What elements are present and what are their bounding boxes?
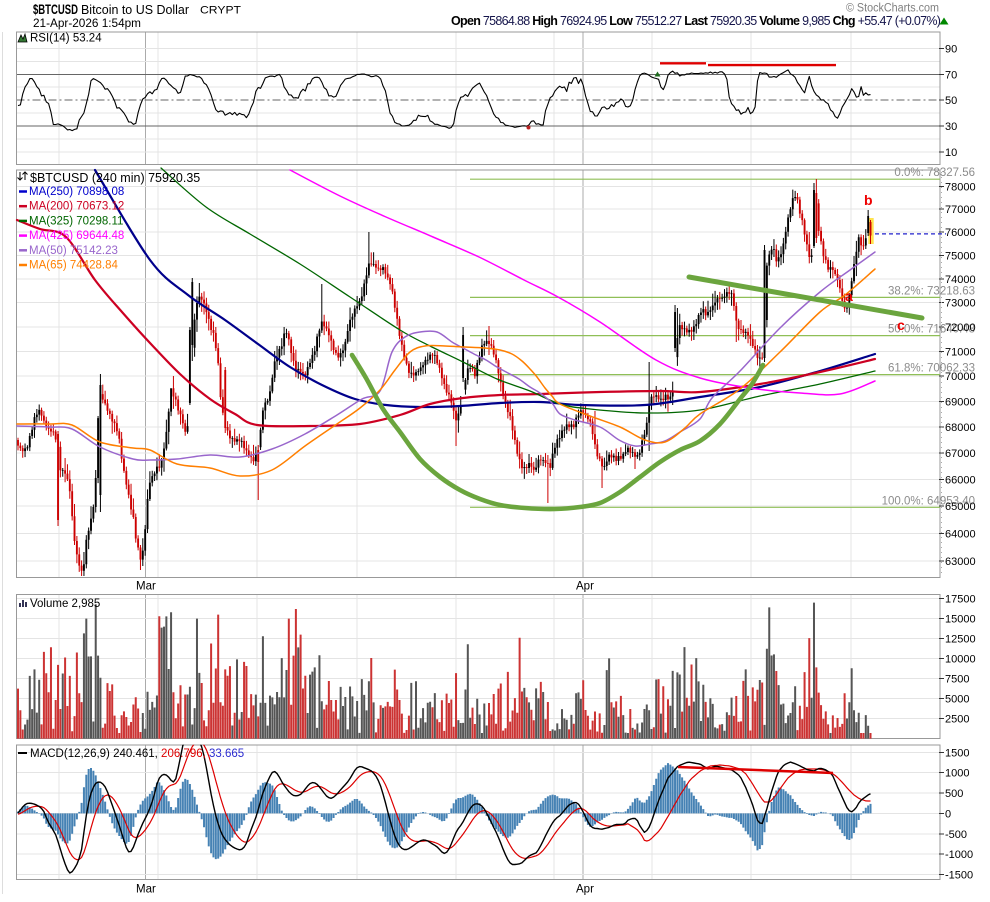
svg-text:MA(325) 70298.11: MA(325) 70298.11 xyxy=(29,215,123,227)
svg-text:MA(200) 70673.12: MA(200) 70673.12 xyxy=(29,201,124,213)
svg-text:73000: 73000 xyxy=(945,298,976,310)
svg-text:68000: 68000 xyxy=(945,422,976,434)
svg-text:MA(50) 75142.23: MA(50) 75142.23 xyxy=(29,245,118,257)
svg-text:7500: 7500 xyxy=(945,674,969,686)
svg-text:38.2%: 73218.63: 38.2%: 73218.63 xyxy=(888,285,975,297)
svg-text:b: b xyxy=(864,192,873,208)
svg-text:RSI(14) 53.24: RSI(14) 53.24 xyxy=(30,33,102,45)
svg-text:74000: 74000 xyxy=(945,274,976,286)
svg-text:Open 75864.88 High 76924.95: Open 75864.88 High 76924.95 Low 75512.27… xyxy=(451,14,941,28)
svg-text:67000: 67000 xyxy=(945,448,976,460)
svg-text:77000: 77000 xyxy=(945,204,976,216)
svg-text:71000: 71000 xyxy=(945,346,976,358)
svg-text:1500: 1500 xyxy=(945,747,969,759)
svg-text:$BTCUSD: $BTCUSD xyxy=(33,2,78,17)
svg-text:5000: 5000 xyxy=(945,694,969,706)
svg-text:10: 10 xyxy=(945,147,957,159)
svg-text:75000: 75000 xyxy=(945,250,976,262)
svg-text:61.8%: 70062.33: 61.8%: 70062.33 xyxy=(888,363,975,375)
svg-text:30: 30 xyxy=(945,121,957,133)
svg-text:-1000: -1000 xyxy=(945,849,973,861)
svg-text:0: 0 xyxy=(945,808,951,820)
svg-text:78000: 78000 xyxy=(945,182,976,194)
svg-text:70: 70 xyxy=(945,69,957,81)
svg-text:Mar: Mar xyxy=(136,581,156,593)
svg-text:$BTCUSD (240 min) 75920.35: $BTCUSD (240 min) 75920.35 xyxy=(30,171,200,185)
svg-text:a: a xyxy=(845,288,853,304)
svg-text:1000: 1000 xyxy=(945,768,969,780)
svg-text:MACD(12,26,9) 240.461, 206.796: MACD(12,26,9) 240.461, 206.796, 33.665 xyxy=(30,748,244,760)
svg-text:500: 500 xyxy=(945,788,963,800)
svg-text:69000: 69000 xyxy=(945,396,976,408)
svg-text:10000: 10000 xyxy=(945,654,976,666)
svg-text:21-Apr-2026 1:54pm: 21-Apr-2026 1:54pm xyxy=(33,16,141,30)
svg-text:12500: 12500 xyxy=(945,634,976,646)
svg-text:70000: 70000 xyxy=(945,371,976,383)
svg-text:17500: 17500 xyxy=(945,594,976,606)
svg-text:© StockCharts.com: © StockCharts.com xyxy=(846,3,939,15)
svg-text:72000: 72000 xyxy=(945,322,976,334)
svg-text:64000: 64000 xyxy=(945,528,976,540)
svg-text:100.0%: 64953.40: 100.0%: 64953.40 xyxy=(882,495,975,507)
svg-text:90: 90 xyxy=(945,44,957,56)
svg-text:Bitcoin to US Dollar: Bitcoin to US Dollar xyxy=(81,3,189,17)
svg-text:66000: 66000 xyxy=(945,474,976,486)
svg-text:Apr: Apr xyxy=(576,581,594,593)
svg-text:50.0%: 71640.48: 50.0%: 71640.48 xyxy=(888,324,975,336)
svg-text:2500: 2500 xyxy=(945,714,969,726)
svg-text:MA(65) 74428.84: MA(65) 74428.84 xyxy=(29,260,118,272)
svg-text:65000: 65000 xyxy=(945,501,976,513)
svg-text:76000: 76000 xyxy=(945,227,976,239)
svg-text:MA(250) 70898.08: MA(250) 70898.08 xyxy=(29,186,124,198)
svg-text:63000: 63000 xyxy=(945,556,976,568)
svg-text:Volume 2,985: Volume 2,985 xyxy=(30,598,100,610)
svg-text:MA(425) 69644.48: MA(425) 69644.48 xyxy=(29,230,124,242)
svg-text:c: c xyxy=(897,317,905,333)
svg-text:50: 50 xyxy=(945,95,957,107)
svg-text:-1500: -1500 xyxy=(945,869,973,881)
svg-text:0.0%: 78327.56: 0.0%: 78327.56 xyxy=(894,167,975,179)
svg-text:15000: 15000 xyxy=(945,614,976,626)
svg-text:-500: -500 xyxy=(945,829,967,841)
svg-text:CRYPT: CRYPT xyxy=(200,5,241,17)
svg-text:Mar: Mar xyxy=(136,884,156,896)
svg-text:Apr: Apr xyxy=(576,884,594,896)
